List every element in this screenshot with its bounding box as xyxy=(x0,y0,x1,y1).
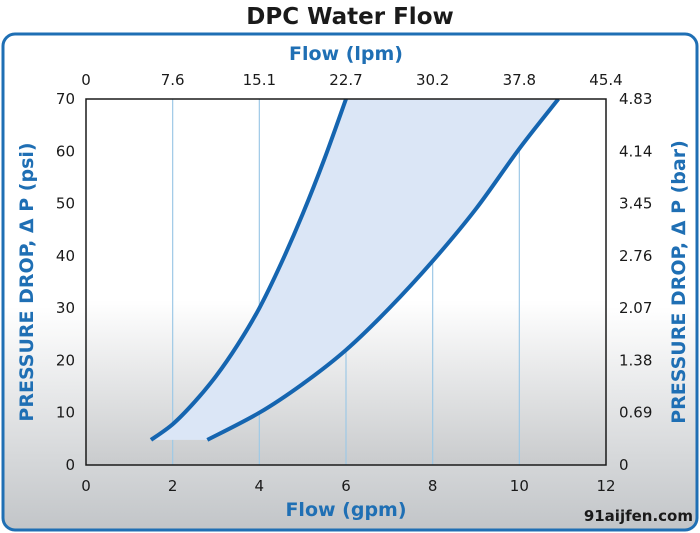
x-tick-label: 12 xyxy=(596,477,615,495)
flow-curves xyxy=(149,99,560,442)
x2-tick-label: 45.4 xyxy=(589,71,622,89)
chart-title: DPC Water Flow xyxy=(246,4,454,30)
y-tick-labels: 0 10 20 30 40 50 60 70 xyxy=(56,90,75,474)
x-tick-label: 0 xyxy=(81,477,91,495)
y2-tick-label: 4.14 xyxy=(619,142,652,160)
y-tick-label: 0 xyxy=(65,456,75,474)
y2-tick-label: 0.69 xyxy=(619,404,652,422)
band-fill xyxy=(151,99,559,440)
x-tick-label: 8 xyxy=(428,477,438,495)
y2-tick-labels: 0 0.69 1.38 2.07 2.76 3.45 4.14 4.83 xyxy=(619,90,652,474)
y2-tick-label: 3.45 xyxy=(619,195,652,213)
y-tick-label: 70 xyxy=(56,90,75,108)
y2-tick-label: 2.76 xyxy=(619,247,652,265)
x-axis-title: Flow (gpm) xyxy=(285,499,406,521)
y2-tick-label: 1.38 xyxy=(619,351,652,369)
series-line-left xyxy=(149,99,348,442)
x2-axis-title: Flow (lpm) xyxy=(289,43,403,65)
x-tick-label: 4 xyxy=(255,477,265,495)
y-tick-label: 50 xyxy=(56,195,75,213)
y-axis-title: PRESSURE DROP, Δ P (psi) xyxy=(16,142,38,421)
x-tick-label: 10 xyxy=(510,477,529,495)
x2-tick-label: 37.8 xyxy=(503,71,536,89)
y-tick-label: 30 xyxy=(56,299,75,317)
y2-tick-label: 0 xyxy=(619,456,629,474)
x-tick-label: 2 xyxy=(168,477,178,495)
y2-axis-title: PRESSURE DROP, Δ P (bar) xyxy=(668,140,690,424)
y2-tick-label: 2.07 xyxy=(619,299,652,317)
x2-tick-label: 22.7 xyxy=(329,71,362,89)
x-tick-label: 6 xyxy=(341,477,351,495)
y-tick-label: 10 xyxy=(56,404,75,422)
x2-tick-label: 15.1 xyxy=(243,71,276,89)
shaded-band xyxy=(151,99,559,440)
x2-tick-labels: 0 7.6 15.1 22.7 30.2 37.8 45.4 xyxy=(81,71,622,89)
x2-tick-label: 30.2 xyxy=(416,71,449,89)
x-tick-labels: 0 2 4 6 8 10 12 xyxy=(81,477,615,495)
y-tick-label: 20 xyxy=(56,351,75,369)
series-line-right xyxy=(206,99,560,442)
plot-border xyxy=(85,98,607,466)
y-tick-label: 40 xyxy=(56,247,75,265)
x2-tick-label: 0 xyxy=(81,71,91,89)
x2-tick-label: 7.6 xyxy=(161,71,185,89)
watermark: 91aijfen.com xyxy=(584,507,693,525)
y2-tick-label: 4.83 xyxy=(619,90,652,108)
y-tick-label: 60 xyxy=(56,142,75,160)
